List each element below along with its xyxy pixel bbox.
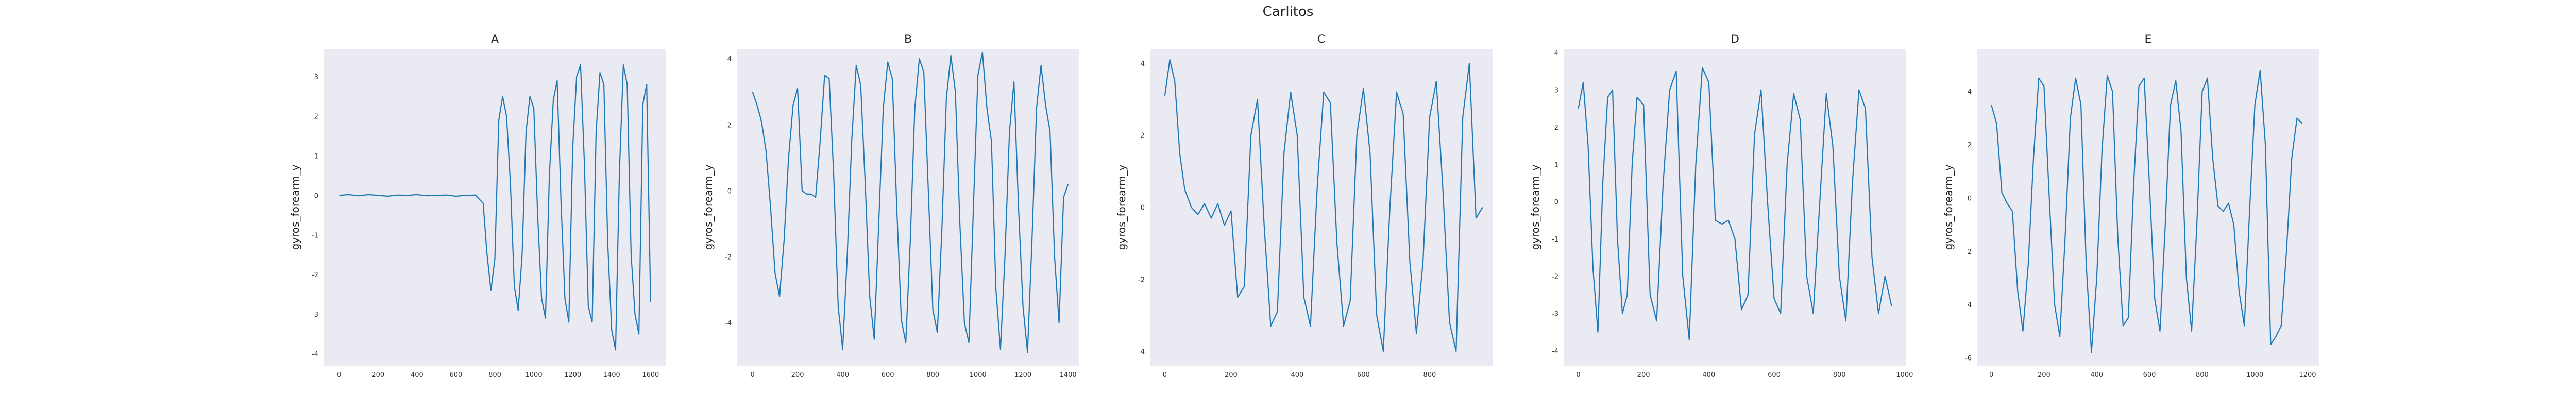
y-tick-label: -3 [1552,311,1558,318]
y-tick-label: -4 [1965,301,1972,309]
plot-area [1150,49,1493,366]
figure-title: Carlitos [1262,4,1314,20]
y-tick-label: 3 [1554,87,1558,95]
subplot-title: D [1731,33,1739,46]
series-line [1578,67,1892,340]
y-axis-label: gyros_forearm_y [702,164,715,250]
x-tick-label: 1000 [526,371,543,379]
y-tick-label: 4 [1141,60,1145,68]
x-tick-label: 600 [1357,371,1370,379]
plot-area [324,49,666,366]
x-tick-label: 1600 [642,371,659,379]
y-tick-label: -1 [1552,236,1558,244]
x-tick-label: 200 [1225,371,1238,379]
x-tick-label: 1400 [1060,371,1077,379]
x-tick-label: 1400 [603,371,620,379]
y-tick-label: 2 [1141,132,1145,140]
x-tick-label: 200 [371,371,384,379]
x-tick-label: 800 [488,371,501,379]
y-tick-label: -2 [1138,276,1145,284]
x-tick-label: 800 [2196,371,2209,379]
x-tick-label: 0 [750,371,754,379]
x-tick-label: 400 [2090,371,2103,379]
series-line [752,52,1069,353]
series-line [1164,59,1483,352]
y-tick-label: -4 [1138,348,1145,356]
y-tick-label: -1 [312,232,318,239]
y-axis-label: gyros_forearm_y [1115,164,1128,250]
y-tick-label: -2 [1965,248,1972,256]
subplot-title: C [1317,33,1325,46]
x-tick-label: 800 [1833,371,1846,379]
x-tick-label: 400 [1291,371,1304,379]
y-tick-label: 4 [1968,89,1972,96]
subplot-title: E [2145,33,2152,46]
y-tick-label: 0 [314,192,318,200]
y-tick-label: -6 [1965,354,1972,362]
subplot-title: B [904,33,912,46]
y-tick-label: 2 [727,122,732,129]
x-tick-label: 800 [1423,371,1436,379]
series-line [1991,70,2303,353]
x-tick-label: 1200 [564,371,581,379]
y-tick-label: 0 [727,187,732,195]
x-tick-label: 600 [450,371,463,379]
x-tick-label: 0 [337,371,341,379]
x-tick-label: 0 [1989,371,1993,379]
x-tick-label: 400 [836,371,849,379]
plot-area [1977,49,2319,366]
y-tick-label: 1 [1554,161,1558,169]
y-tick-label: -2 [725,254,732,262]
x-tick-label: 400 [411,371,423,379]
x-tick-label: 1200 [2299,371,2316,379]
x-tick-label: 200 [791,371,804,379]
x-tick-label: 0 [1576,371,1580,379]
y-tick-label: 3 [314,74,318,81]
y-tick-label: 0 [1554,199,1558,207]
y-tick-label: -2 [312,271,318,279]
plot-area [1564,49,1906,366]
x-tick-label: 1000 [1896,371,1913,379]
y-tick-label: 1 [314,153,318,161]
y-axis-label: gyros_forearm_y [289,164,301,250]
y-tick-label: 2 [1554,124,1558,132]
y-tick-label: -4 [725,320,732,328]
y-axis-label: gyros_forearm_y [1942,164,1955,250]
x-tick-label: 200 [2038,371,2050,379]
x-tick-label: 1200 [1014,371,1031,379]
x-tick-label: 400 [1702,371,1715,379]
y-tick-label: 0 [1141,204,1145,212]
x-tick-label: 1000 [970,371,987,379]
y-axis-label: gyros_forearm_y [1529,164,1541,250]
series-line [339,64,651,351]
x-tick-label: 0 [1163,371,1167,379]
y-tick-label: 0 [1968,195,1972,202]
y-tick-label: 2 [314,113,318,121]
subplot-title: A [491,33,499,46]
x-tick-label: 200 [1637,371,1650,379]
y-tick-label: -4 [312,351,318,358]
y-tick-label: 4 [1554,49,1558,57]
y-tick-label: -2 [1552,273,1558,281]
y-tick-label: -3 [312,311,318,319]
x-tick-label: 800 [926,371,939,379]
plot-area [737,49,1079,366]
x-tick-label: 600 [882,371,894,379]
x-tick-label: 600 [2143,371,2156,379]
x-tick-label: 600 [1768,371,1781,379]
y-tick-label: -4 [1552,348,1558,355]
y-tick-label: 2 [1968,142,1972,149]
x-tick-label: 1000 [2246,371,2263,379]
y-tick-label: 4 [727,56,732,63]
